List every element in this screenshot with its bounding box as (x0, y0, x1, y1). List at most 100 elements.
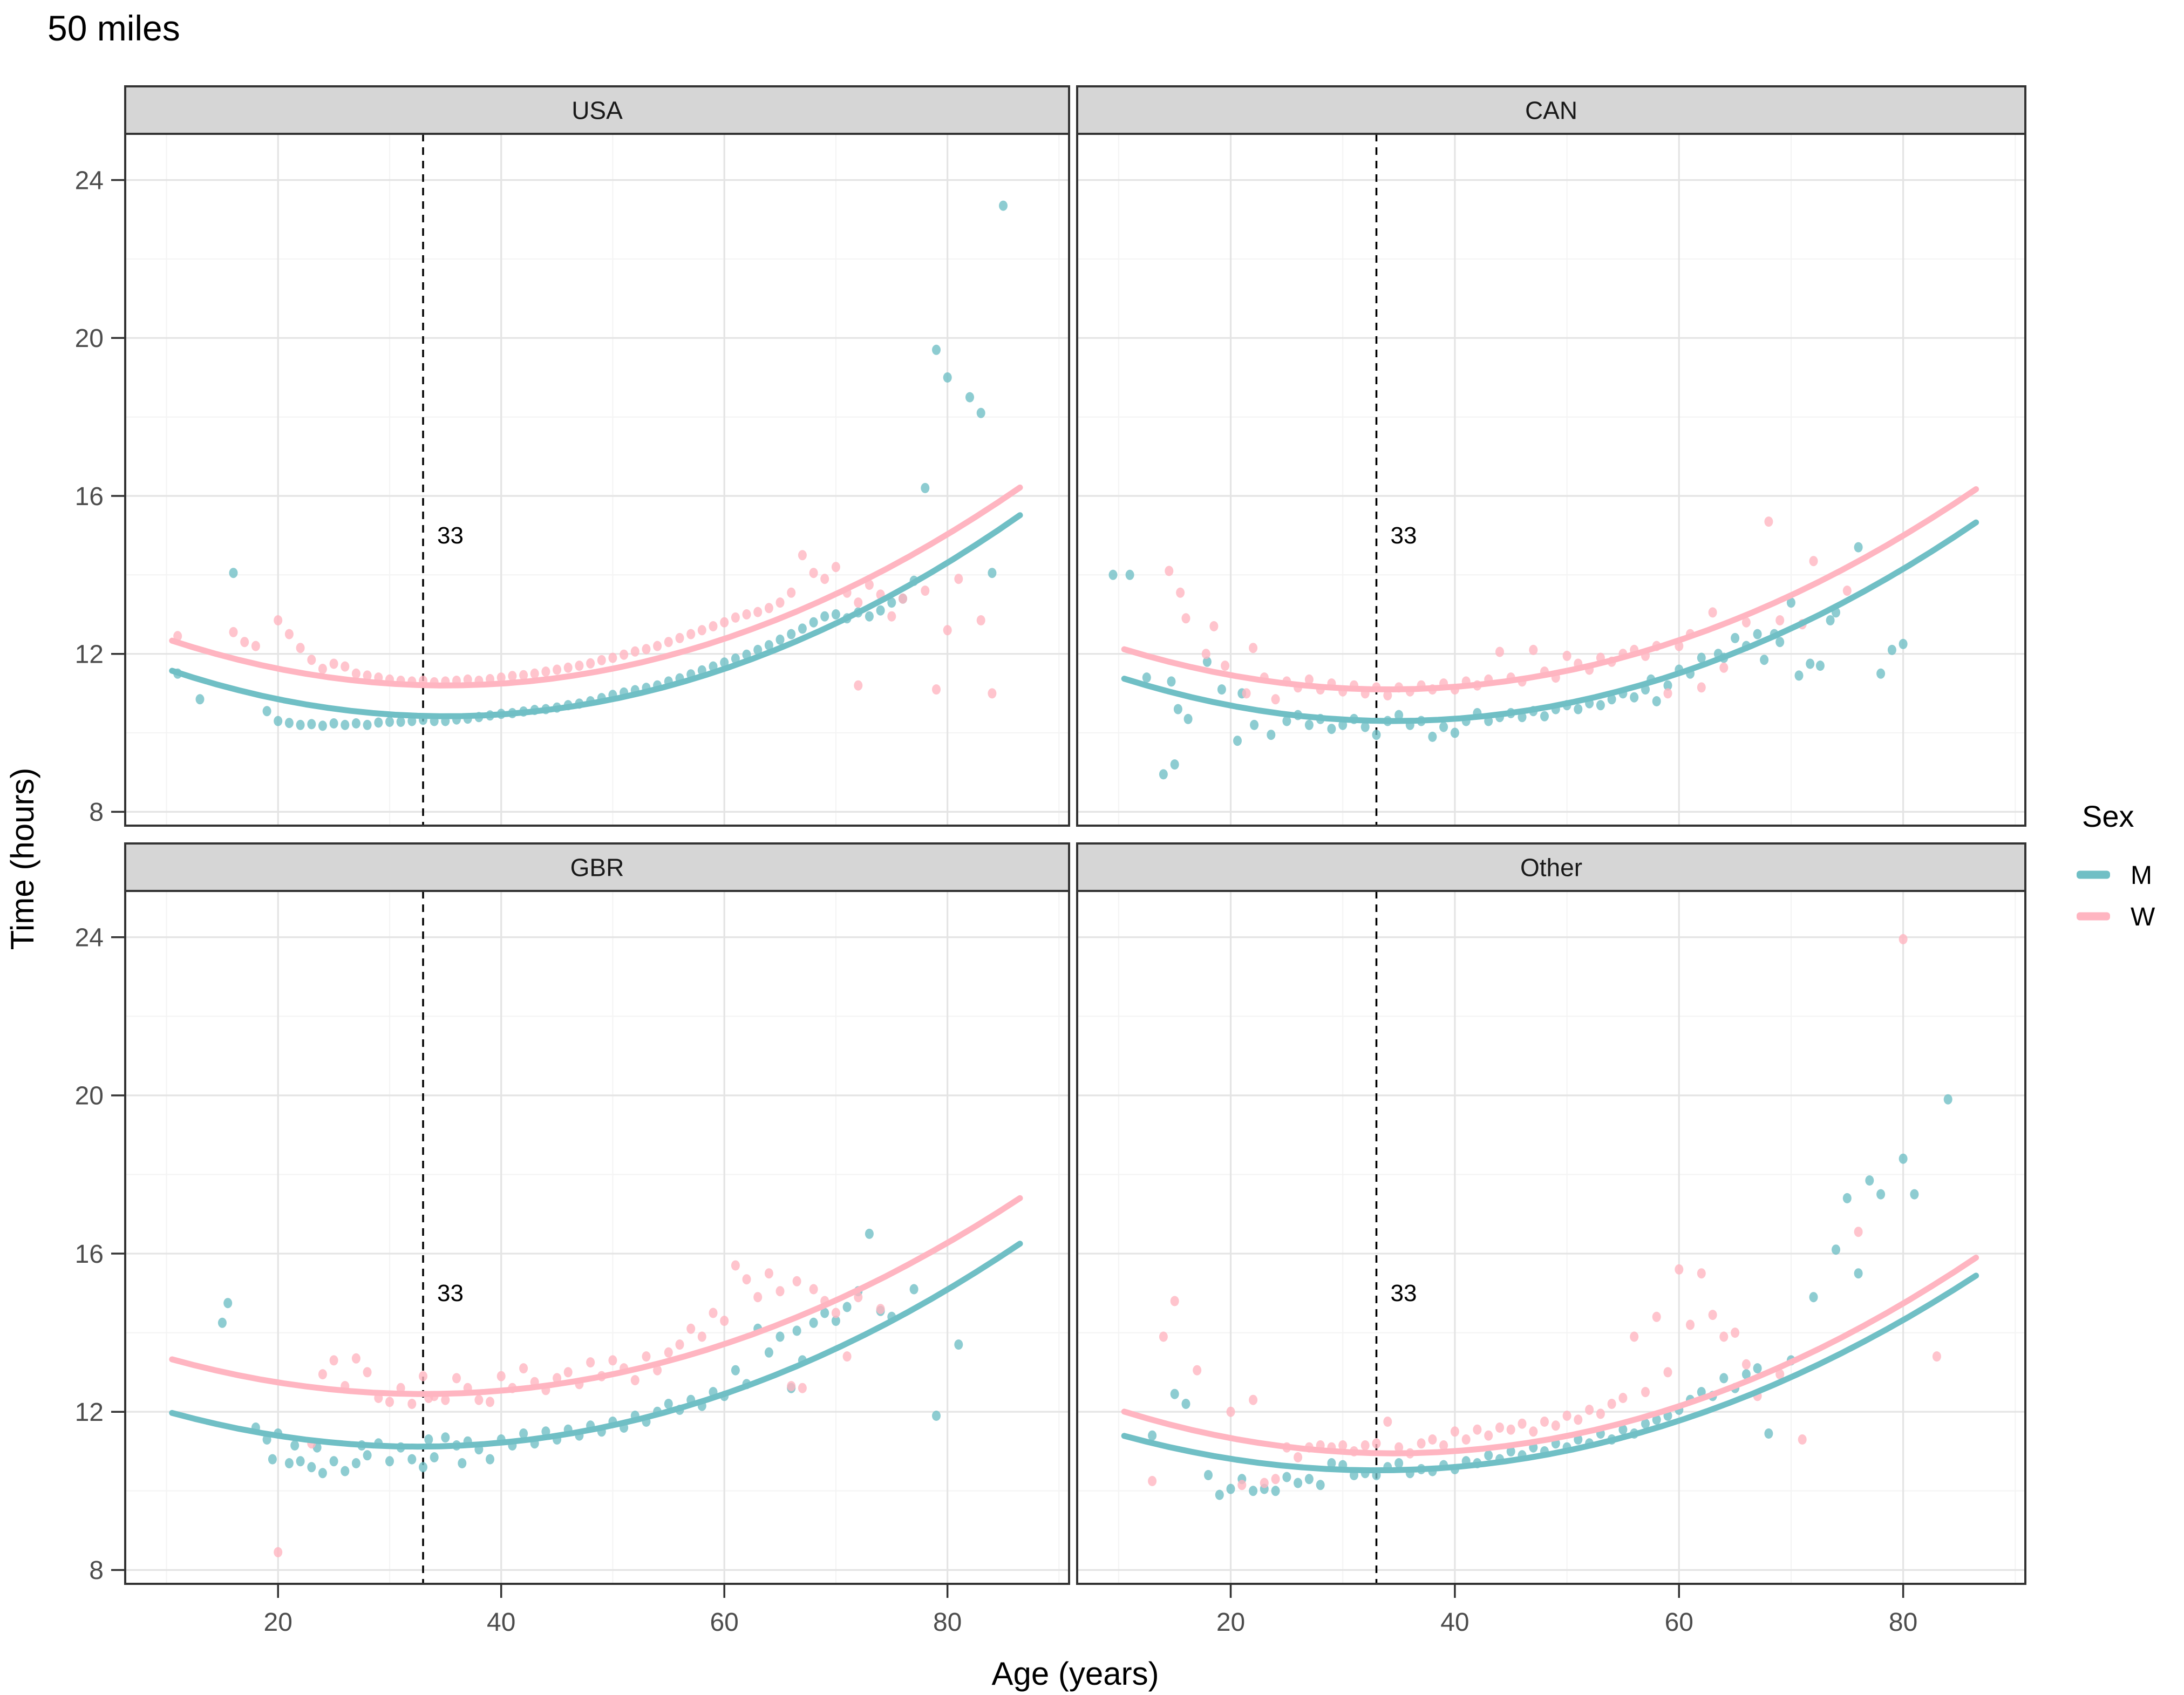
data-point (954, 1339, 963, 1350)
data-point (419, 1462, 427, 1473)
facet-strip-label: Other (1520, 854, 1582, 882)
data-point (351, 718, 360, 729)
data-point (1506, 1446, 1515, 1456)
legend-title: Sex (2082, 799, 2134, 833)
data-point (798, 623, 807, 634)
data-point (1304, 1474, 1314, 1485)
data-point (820, 1308, 829, 1318)
data-point (876, 605, 885, 616)
panel-background (1077, 134, 2025, 826)
data-point (1394, 1458, 1404, 1468)
data-point (1282, 1472, 1291, 1482)
data-point (764, 603, 773, 614)
x-tick-label: 40 (487, 1608, 515, 1637)
x-tick-label: 40 (1440, 1608, 1469, 1637)
data-point (430, 1452, 439, 1462)
data-point (553, 1373, 562, 1384)
data-point (1760, 655, 1769, 665)
data-point (407, 1454, 417, 1465)
data-point (1719, 662, 1729, 673)
data-point (1181, 1399, 1190, 1409)
data-point (1731, 1328, 1740, 1338)
data-point (932, 684, 941, 695)
data-point (284, 629, 294, 639)
data-point (541, 666, 550, 677)
x-axis-title: Age (years) (991, 1656, 1159, 1692)
data-point (1809, 1292, 1818, 1303)
x-tick-label: 80 (1889, 1608, 1917, 1637)
data-point (664, 1399, 673, 1409)
data-point (1304, 719, 1314, 730)
data-point (1201, 649, 1210, 659)
data-point (1741, 617, 1751, 628)
data-point (842, 1351, 852, 1362)
data-point (1327, 1458, 1336, 1468)
data-point (1148, 1430, 1157, 1441)
data-point (1551, 1420, 1560, 1431)
data-point (954, 574, 963, 584)
data-point (854, 597, 863, 608)
data-point (842, 1302, 852, 1312)
data-point (697, 625, 706, 636)
data-point (441, 1432, 450, 1443)
fit-curve-can-w (1121, 486, 1979, 692)
data-point (787, 1381, 796, 1392)
chart-title: 50 miles (47, 8, 180, 48)
fit-curve-gbr-m (169, 1241, 1023, 1450)
data-point (1250, 719, 1259, 730)
data-point (831, 609, 840, 620)
data-point (1439, 721, 1448, 732)
data-point (385, 1456, 394, 1467)
data-point (1450, 727, 1459, 738)
data-point (887, 611, 896, 622)
data-point (1806, 658, 1815, 669)
data-point (195, 694, 205, 705)
data-point (798, 550, 807, 561)
data-point (329, 1456, 338, 1467)
data-point (620, 649, 629, 660)
data-point (642, 644, 651, 655)
data-point (229, 627, 238, 637)
data-point (318, 664, 327, 674)
data-point (396, 1383, 405, 1393)
data-point (798, 1383, 807, 1393)
data-point (1753, 629, 1762, 639)
data-point (1294, 1452, 1303, 1462)
data-point (1574, 704, 1583, 714)
data-point (1461, 1434, 1471, 1445)
data-point (1193, 1365, 1202, 1376)
legend-label-m: M (2131, 861, 2152, 890)
data-point (1428, 731, 1437, 742)
data-point (1372, 730, 1381, 740)
data-point (1607, 1399, 1616, 1409)
data-point (341, 1466, 350, 1476)
data-point (865, 611, 874, 622)
data-point (341, 661, 350, 672)
data-point (1574, 1414, 1583, 1425)
data-point (1596, 1408, 1605, 1419)
data-point (630, 1375, 639, 1386)
data-point (486, 1397, 494, 1407)
data-point (787, 629, 796, 639)
data-point (1899, 638, 1908, 649)
data-point (274, 716, 283, 726)
data-point (1562, 1411, 1571, 1421)
data-point (608, 652, 617, 663)
data-point (1794, 670, 1804, 681)
data-point (1854, 1268, 1863, 1279)
points-usa-w (173, 550, 997, 699)
data-point (274, 1547, 283, 1557)
data-point (932, 344, 941, 355)
data-point (1899, 1153, 1908, 1164)
data-point (887, 597, 896, 608)
data-point (1663, 680, 1672, 691)
data-point (1764, 1428, 1773, 1439)
data-point (1394, 1442, 1404, 1453)
data-point (854, 680, 863, 691)
facet-panel-other: 33 Other 20 40 60 80 (1076, 842, 2026, 1637)
data-point (764, 640, 773, 651)
data-point (396, 717, 405, 727)
data-point (1630, 692, 1639, 703)
data-point (508, 671, 517, 682)
data-point (1887, 644, 1896, 655)
